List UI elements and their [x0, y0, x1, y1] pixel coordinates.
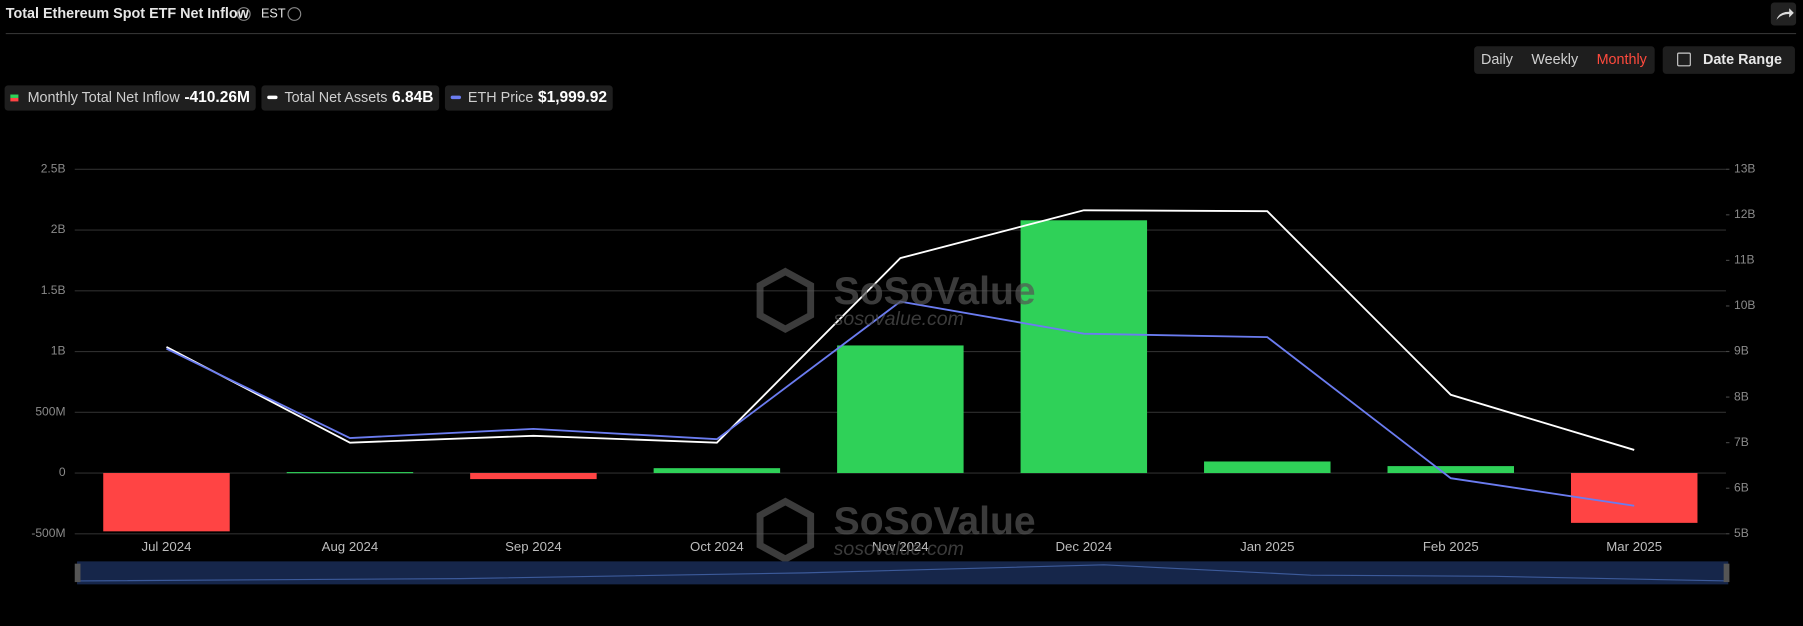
y2-tick-label: 12B	[1734, 207, 1755, 221]
bar	[1387, 466, 1514, 474]
legend-item: Total Net Assets 6.84B	[261, 85, 440, 111]
legend-box	[444, 85, 613, 111]
watermark-logo	[756, 267, 815, 564]
y2-tick-label: 8B	[1734, 389, 1749, 403]
x-tick-label: Jan 2025	[1240, 539, 1294, 554]
watermark-url: sosovalue.com	[834, 538, 964, 560]
date-range-label: Date Range	[1703, 52, 1782, 68]
bar	[470, 473, 597, 480]
x-tick-label: Dec 2024	[1056, 539, 1113, 554]
y-tick-label: 2B	[51, 222, 66, 236]
period-button[interactable]: Monthly	[1597, 52, 1648, 68]
bar	[103, 473, 230, 532]
watermark-brand: SoSoValue	[834, 500, 1036, 543]
bar	[286, 472, 414, 474]
y2-tick-label: 5B	[1734, 526, 1749, 540]
line	[166, 209, 1635, 451]
legend-swatch	[450, 95, 462, 100]
legend-box	[261, 85, 440, 111]
legend-value: $1,999.92	[538, 89, 607, 106]
x-tick-label: Nov 2024	[872, 539, 929, 554]
x-tick-label: Aug 2024	[322, 539, 379, 554]
info-icon[interactable]	[287, 7, 302, 21]
legend-item: Monthly Total Net Inflow -410.26M	[4, 85, 256, 111]
x-tick-label: Jul 2024	[141, 539, 191, 554]
share-icon	[1776, 8, 1794, 20]
period-button[interactable]: Weekly	[1531, 52, 1579, 68]
bar	[653, 468, 781, 474]
y2-tick-label: 13B	[1734, 161, 1755, 175]
legend-value: -410.26M	[184, 89, 250, 106]
bar	[837, 345, 964, 474]
x-tick-label: Feb 2025	[1423, 539, 1479, 554]
x-tick-label: Sep 2024	[505, 539, 562, 554]
y2-tick-label: 7B	[1734, 435, 1749, 449]
y-tick-label: -500M	[31, 526, 65, 540]
legend-value: 6.84B	[392, 89, 433, 106]
legend-label: Total Net Assets	[284, 90, 387, 106]
legend-item: ETH Price $1,999.92	[444, 85, 613, 111]
bar	[1204, 461, 1331, 474]
y-tick-label: 0	[59, 465, 66, 479]
watermark-url: sosovalue.com	[834, 308, 964, 330]
timezone: EST	[261, 6, 286, 20]
navigator-line	[77, 564, 1729, 582]
period-button[interactable]: Daily	[1481, 52, 1514, 68]
date-range-button[interactable]	[1662, 46, 1795, 74]
info-icon[interactable]	[236, 7, 251, 21]
title: Total Ethereum Spot ETF Net Inflow	[6, 6, 250, 22]
y-tick-label: 2.5B	[41, 161, 66, 175]
period-toggle	[1474, 46, 1655, 74]
calendar-icon	[1677, 52, 1691, 67]
bar	[1570, 473, 1698, 523]
y2-tick-label: 6B	[1734, 480, 1749, 494]
navigator-handle[interactable]	[74, 563, 81, 583]
y-tick-label: 1.5B	[41, 283, 66, 297]
legend-swatch	[10, 94, 19, 98]
bar	[1020, 220, 1148, 474]
navigator[interactable]	[77, 561, 1729, 585]
watermark-brand: SoSoValue	[834, 270, 1036, 313]
y-tick-label: 500M	[35, 404, 65, 418]
line	[166, 300, 1635, 507]
legend-box	[4, 85, 256, 111]
y2-tick-label: 9B	[1734, 344, 1749, 358]
legend-label: ETH Price	[468, 90, 533, 106]
y-tick-label: 1B	[51, 344, 66, 358]
legend-swatch	[10, 97, 19, 102]
y2-tick-label: 11B	[1734, 253, 1755, 267]
navigator-handle[interactable]	[1723, 563, 1730, 583]
x-tick-label: Mar 2025	[1606, 539, 1662, 554]
x-tick-label: Oct 2024	[690, 539, 744, 554]
legend-label: Monthly Total Net Inflow	[28, 90, 181, 106]
legend-swatch	[267, 95, 278, 100]
y2-tick-label: 10B	[1734, 298, 1755, 312]
